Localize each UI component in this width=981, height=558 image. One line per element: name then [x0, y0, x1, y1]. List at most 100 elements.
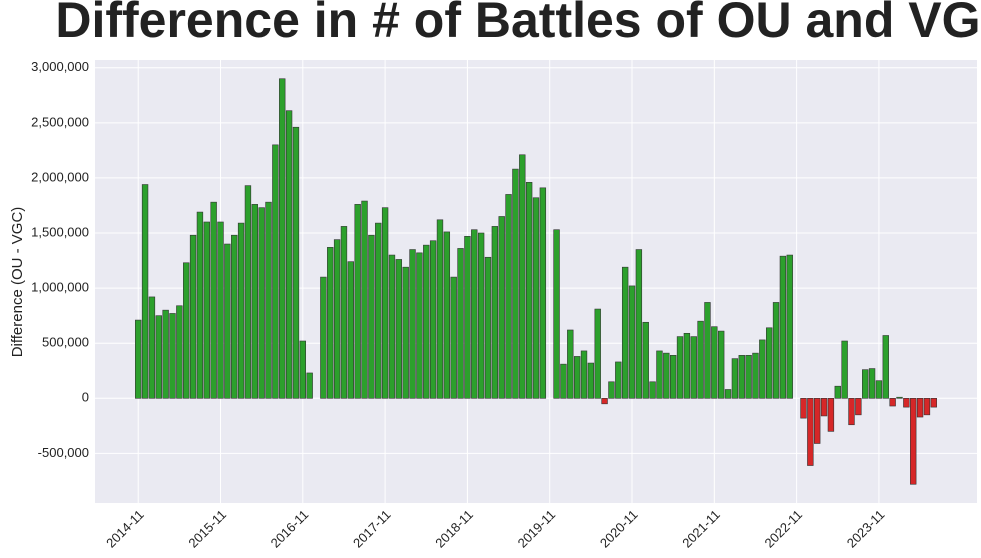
bar: [800, 398, 807, 419]
x-tick-label: 2021-11: [679, 507, 723, 551]
chart-title: Difference in # of Battles of OU and VGC: [55, 0, 981, 48]
bar: [512, 168, 519, 399]
bar: [299, 340, 306, 399]
bar: [457, 248, 464, 399]
bar: [697, 320, 704, 399]
bar: [786, 254, 793, 399]
bar: [471, 229, 478, 399]
bar: [779, 255, 787, 399]
bar: [210, 201, 217, 399]
y-tick-label: 1,000,000: [31, 280, 89, 295]
bar: [464, 236, 471, 399]
bar: [450, 276, 457, 399]
bar: [491, 226, 499, 399]
bar: [519, 154, 526, 399]
bar: [361, 200, 368, 399]
bar: [683, 332, 691, 399]
bar: [162, 309, 169, 399]
bar: [183, 262, 190, 399]
bar: [285, 110, 293, 399]
bar: [436, 219, 444, 399]
bar: [772, 302, 780, 399]
y-tick-label: -500,000: [38, 445, 89, 460]
bar: [621, 266, 629, 399]
bar: [628, 285, 636, 399]
bar: [903, 398, 910, 408]
bar: [402, 266, 409, 399]
bar: [292, 126, 300, 399]
bar: [580, 350, 588, 399]
bar: [601, 398, 608, 405]
y-tick-label: 2,000,000: [31, 169, 89, 184]
bar: [896, 396, 903, 399]
bar: [608, 381, 615, 399]
bar: [848, 398, 855, 426]
bar: [279, 78, 286, 399]
bar: [395, 259, 403, 399]
y-tick-label: 3,000,000: [31, 59, 89, 74]
y-tick-label: 2,500,000: [31, 114, 89, 129]
bar: [320, 276, 327, 399]
bar: [333, 239, 341, 399]
bar: [148, 296, 156, 399]
bar: [429, 240, 437, 399]
bar: [272, 144, 279, 399]
x-tick-label: 2020-11: [597, 507, 641, 551]
bar: [615, 361, 622, 399]
bar: [327, 247, 334, 399]
x-tick-label: 2014-11: [103, 507, 147, 551]
x-tick-label: 2022-11: [762, 507, 806, 551]
y-tick-label: 500,000: [42, 335, 89, 350]
bar: [669, 355, 677, 399]
x-tick-label: 2023-11: [844, 507, 888, 551]
bar: [807, 398, 814, 466]
bar: [875, 380, 883, 399]
bar: [224, 243, 231, 399]
bar: [923, 398, 931, 416]
bar: [258, 207, 265, 399]
bar: [484, 256, 492, 399]
bar: [532, 197, 540, 399]
bar: [766, 327, 773, 399]
bar: [724, 389, 732, 399]
bar: [409, 249, 416, 399]
bar: [635, 249, 643, 399]
bar: [141, 184, 149, 399]
bar: [868, 368, 876, 399]
bar: [265, 201, 272, 399]
bar: [388, 254, 396, 399]
bar: [553, 229, 560, 399]
bar: [690, 336, 697, 399]
bar: [340, 226, 348, 399]
bar: [663, 352, 670, 399]
bar: [855, 398, 862, 416]
bar: [354, 204, 361, 399]
bar: [573, 356, 581, 399]
bar: [676, 336, 684, 399]
bar: [539, 187, 547, 399]
x-tick-label: 2017-11: [350, 507, 394, 551]
bar: [930, 398, 937, 408]
bar: [217, 221, 224, 399]
bar: [889, 398, 896, 407]
bar: [656, 350, 663, 399]
y-axis-label: Difference (OU - VGC): [9, 207, 26, 358]
x-tick-label: 2018-11: [432, 507, 476, 551]
bar: [443, 231, 451, 399]
bar: [752, 352, 759, 399]
bar: [251, 204, 258, 399]
y-tick-label: 0: [82, 390, 89, 405]
bar: [231, 234, 238, 399]
x-tick-label: 2016-11: [268, 507, 312, 551]
bar: [759, 339, 766, 399]
bar: [169, 313, 176, 399]
bar: [306, 372, 313, 399]
bar: [368, 234, 375, 399]
bar: [731, 358, 739, 399]
bar: [237, 222, 245, 399]
bar: [560, 363, 567, 399]
bar: [717, 330, 725, 399]
bar: [834, 385, 841, 399]
bar: [477, 232, 485, 399]
